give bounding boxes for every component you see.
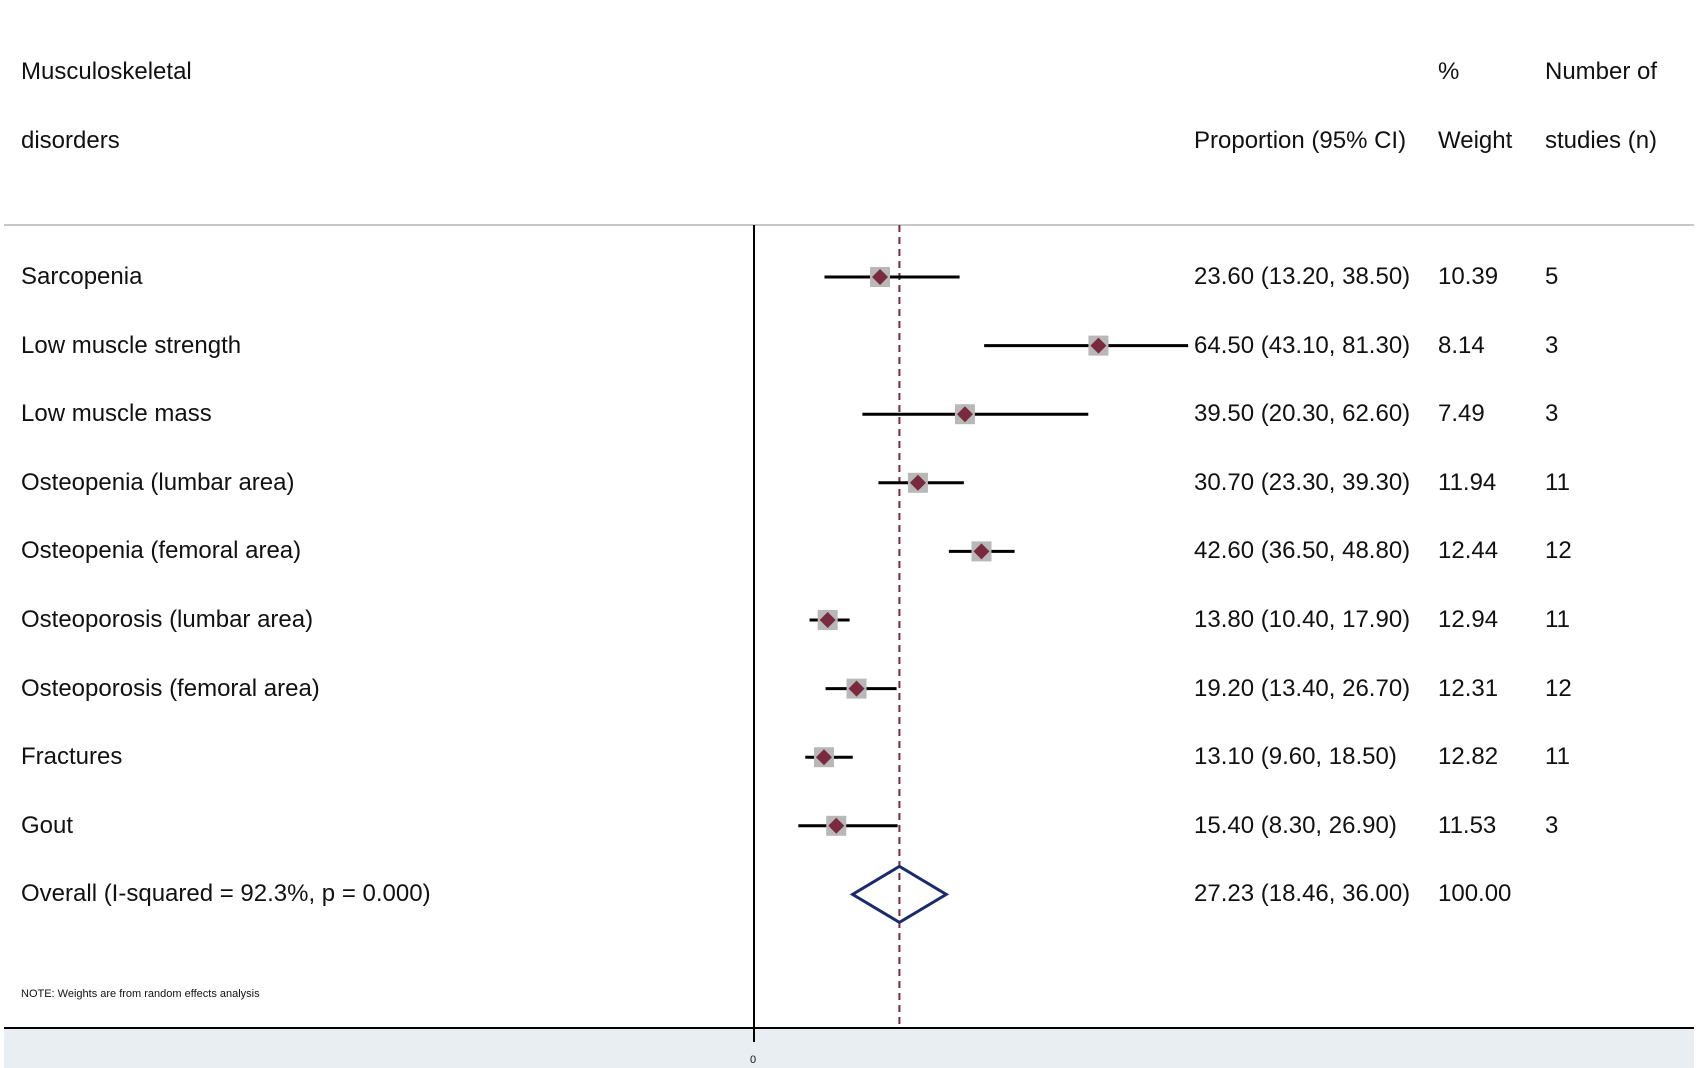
estimate-marker xyxy=(909,474,926,491)
row-weight: 12.31 xyxy=(1438,674,1499,702)
column-header-weight-line2: Weight xyxy=(1438,127,1513,154)
row-label: Low muscle strength xyxy=(21,331,242,359)
row-weight: 11.94 xyxy=(1438,468,1497,496)
overall-proportion-ci: 27.23 (18.46, 36.00) xyxy=(1194,880,1411,908)
row-label: Osteoporosis (femoral area) xyxy=(21,674,320,702)
row-weight: 8.14 xyxy=(1438,331,1485,359)
footer-band xyxy=(4,1028,1694,1068)
row-label: Sarcopenia xyxy=(21,263,143,290)
row-proportion-ci: 15.40 (8.30, 26.90) xyxy=(1194,811,1397,839)
row-proportion-ci: 39.50 (20.30, 62.60) xyxy=(1194,400,1411,428)
column-header-weight-line1: % xyxy=(1438,58,1460,85)
row-proportion-ci: 19.20 (13.40, 26.70) xyxy=(1194,674,1411,702)
row-proportion-ci: 64.50 (43.10, 81.30) xyxy=(1194,331,1411,359)
estimate-marker xyxy=(819,612,836,628)
estimate-marker xyxy=(1090,337,1107,354)
overall-label: Overall (I-squared = 92.3%, p = 0.000) xyxy=(21,880,431,908)
row-label: Fractures xyxy=(21,743,123,771)
column-header-studies-line2: studies (n) xyxy=(1545,127,1658,154)
row-proportion-ci: 13.80 (10.40, 17.90) xyxy=(1194,606,1411,633)
row-weight: 12.82 xyxy=(1438,743,1499,771)
row-studies-count: 3 xyxy=(1545,400,1559,428)
row-label: Osteoporosis (lumbar area) xyxy=(21,606,314,633)
row-studies-count: 11 xyxy=(1545,743,1570,771)
row-studies-count: 11 xyxy=(1545,468,1570,496)
estimate-marker xyxy=(973,543,990,560)
row-proportion-ci: 23.60 (13.20, 38.50) xyxy=(1194,263,1411,290)
row-label: Osteopenia (lumbar area) xyxy=(21,468,295,496)
row-studies-count: 3 xyxy=(1545,811,1559,839)
row-proportion-ci: 13.10 (9.60, 18.50) xyxy=(1194,743,1397,771)
row-weight: 11.53 xyxy=(1438,811,1497,839)
row-weight: 12.94 xyxy=(1438,606,1499,633)
row-proportion-ci: 30.70 (23.30, 39.30) xyxy=(1194,468,1411,496)
estimate-marker xyxy=(872,269,889,285)
row-label: Low muscle mass xyxy=(21,400,212,428)
row-studies-count: 3 xyxy=(1545,331,1559,359)
weights-note: NOTE: Weights are from random effects an… xyxy=(21,988,260,1000)
row-label: Osteopenia (femoral area) xyxy=(21,537,302,565)
estimate-marker xyxy=(828,817,845,834)
estimate-marker xyxy=(848,680,865,697)
column-header-disorders-line2: disorders xyxy=(21,127,120,154)
row-weight: 7.49 xyxy=(1438,400,1485,428)
estimate-marker xyxy=(956,406,973,423)
overall-weight: 100.00 xyxy=(1438,880,1512,908)
column-header-proportion: Proportion (95% CI) xyxy=(1194,127,1407,154)
column-header-studies-line1: Number of xyxy=(1545,58,1658,85)
row-weight: 10.39 xyxy=(1438,263,1499,290)
estimate-marker xyxy=(815,749,832,766)
row-studies-count: 12 xyxy=(1545,674,1572,702)
row-studies-count: 12 xyxy=(1545,537,1572,565)
column-header-disorders-line1: Musculoskeletal xyxy=(21,58,192,85)
row-label: Gout xyxy=(21,811,74,839)
row-weight: 12.44 xyxy=(1438,537,1499,565)
overall-diamond xyxy=(849,864,950,925)
x-tick-label: 0 xyxy=(750,1054,757,1066)
row-proportion-ci: 42.60 (36.50, 48.80) xyxy=(1194,537,1411,565)
row-studies-count: 11 xyxy=(1545,606,1570,633)
row-studies-count: 5 xyxy=(1545,263,1559,290)
